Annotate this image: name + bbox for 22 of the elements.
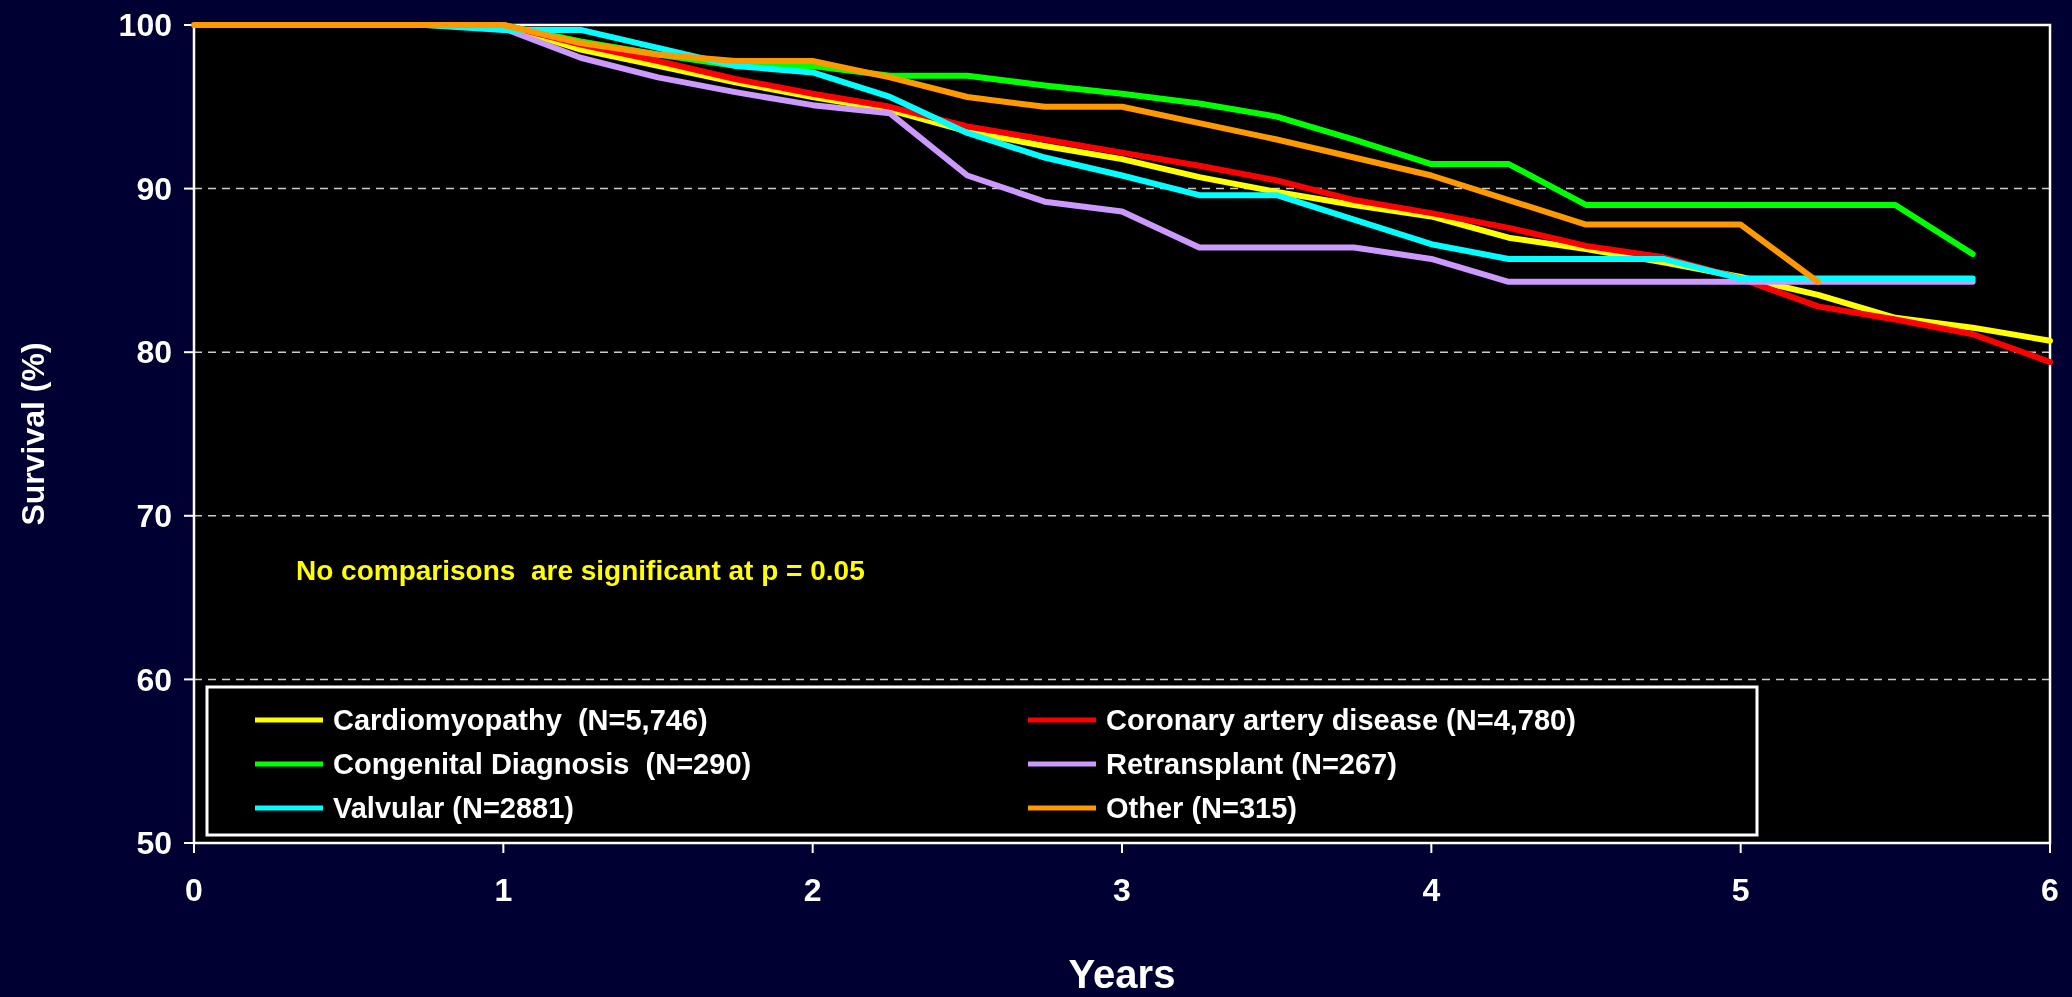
legend-label: Retransplant (N=267) [1106, 748, 1397, 781]
y-tick-label: 80 [136, 334, 172, 371]
x-tick-label: 0 [185, 872, 203, 908]
annotation: No comparisons are significant at p = 0.05 [296, 555, 865, 586]
y-tick-label: 90 [136, 170, 172, 207]
x-tick-label: 5 [1731, 872, 1750, 908]
legend-label: Coronary artery disease (N=4,780) [1106, 704, 1576, 737]
x-tick-label: 2 [803, 872, 822, 908]
x-tick-label: 6 [2041, 872, 2059, 908]
y-tick-label: 60 [136, 661, 172, 698]
x-axis-title: Years [1068, 952, 1176, 996]
y-tick-label: 50 [136, 825, 172, 862]
x-tick-label: 4 [1422, 872, 1441, 908]
y-tick-label: 70 [136, 498, 172, 534]
y-axis-title: Survival (%) [15, 342, 51, 526]
x-tick-label: 3 [1113, 872, 1131, 908]
legend-label: Valvular (N=2881) [333, 792, 575, 825]
legend-label: Other (N=315) [1106, 792, 1297, 825]
legend-label: Congenital Diagnosis (N=290) [333, 748, 752, 781]
legend-label: Cardiomyopathy (N=5,746) [333, 704, 708, 737]
y-tick-label: 100 [118, 7, 172, 44]
x-tick-label: 1 [494, 872, 513, 908]
